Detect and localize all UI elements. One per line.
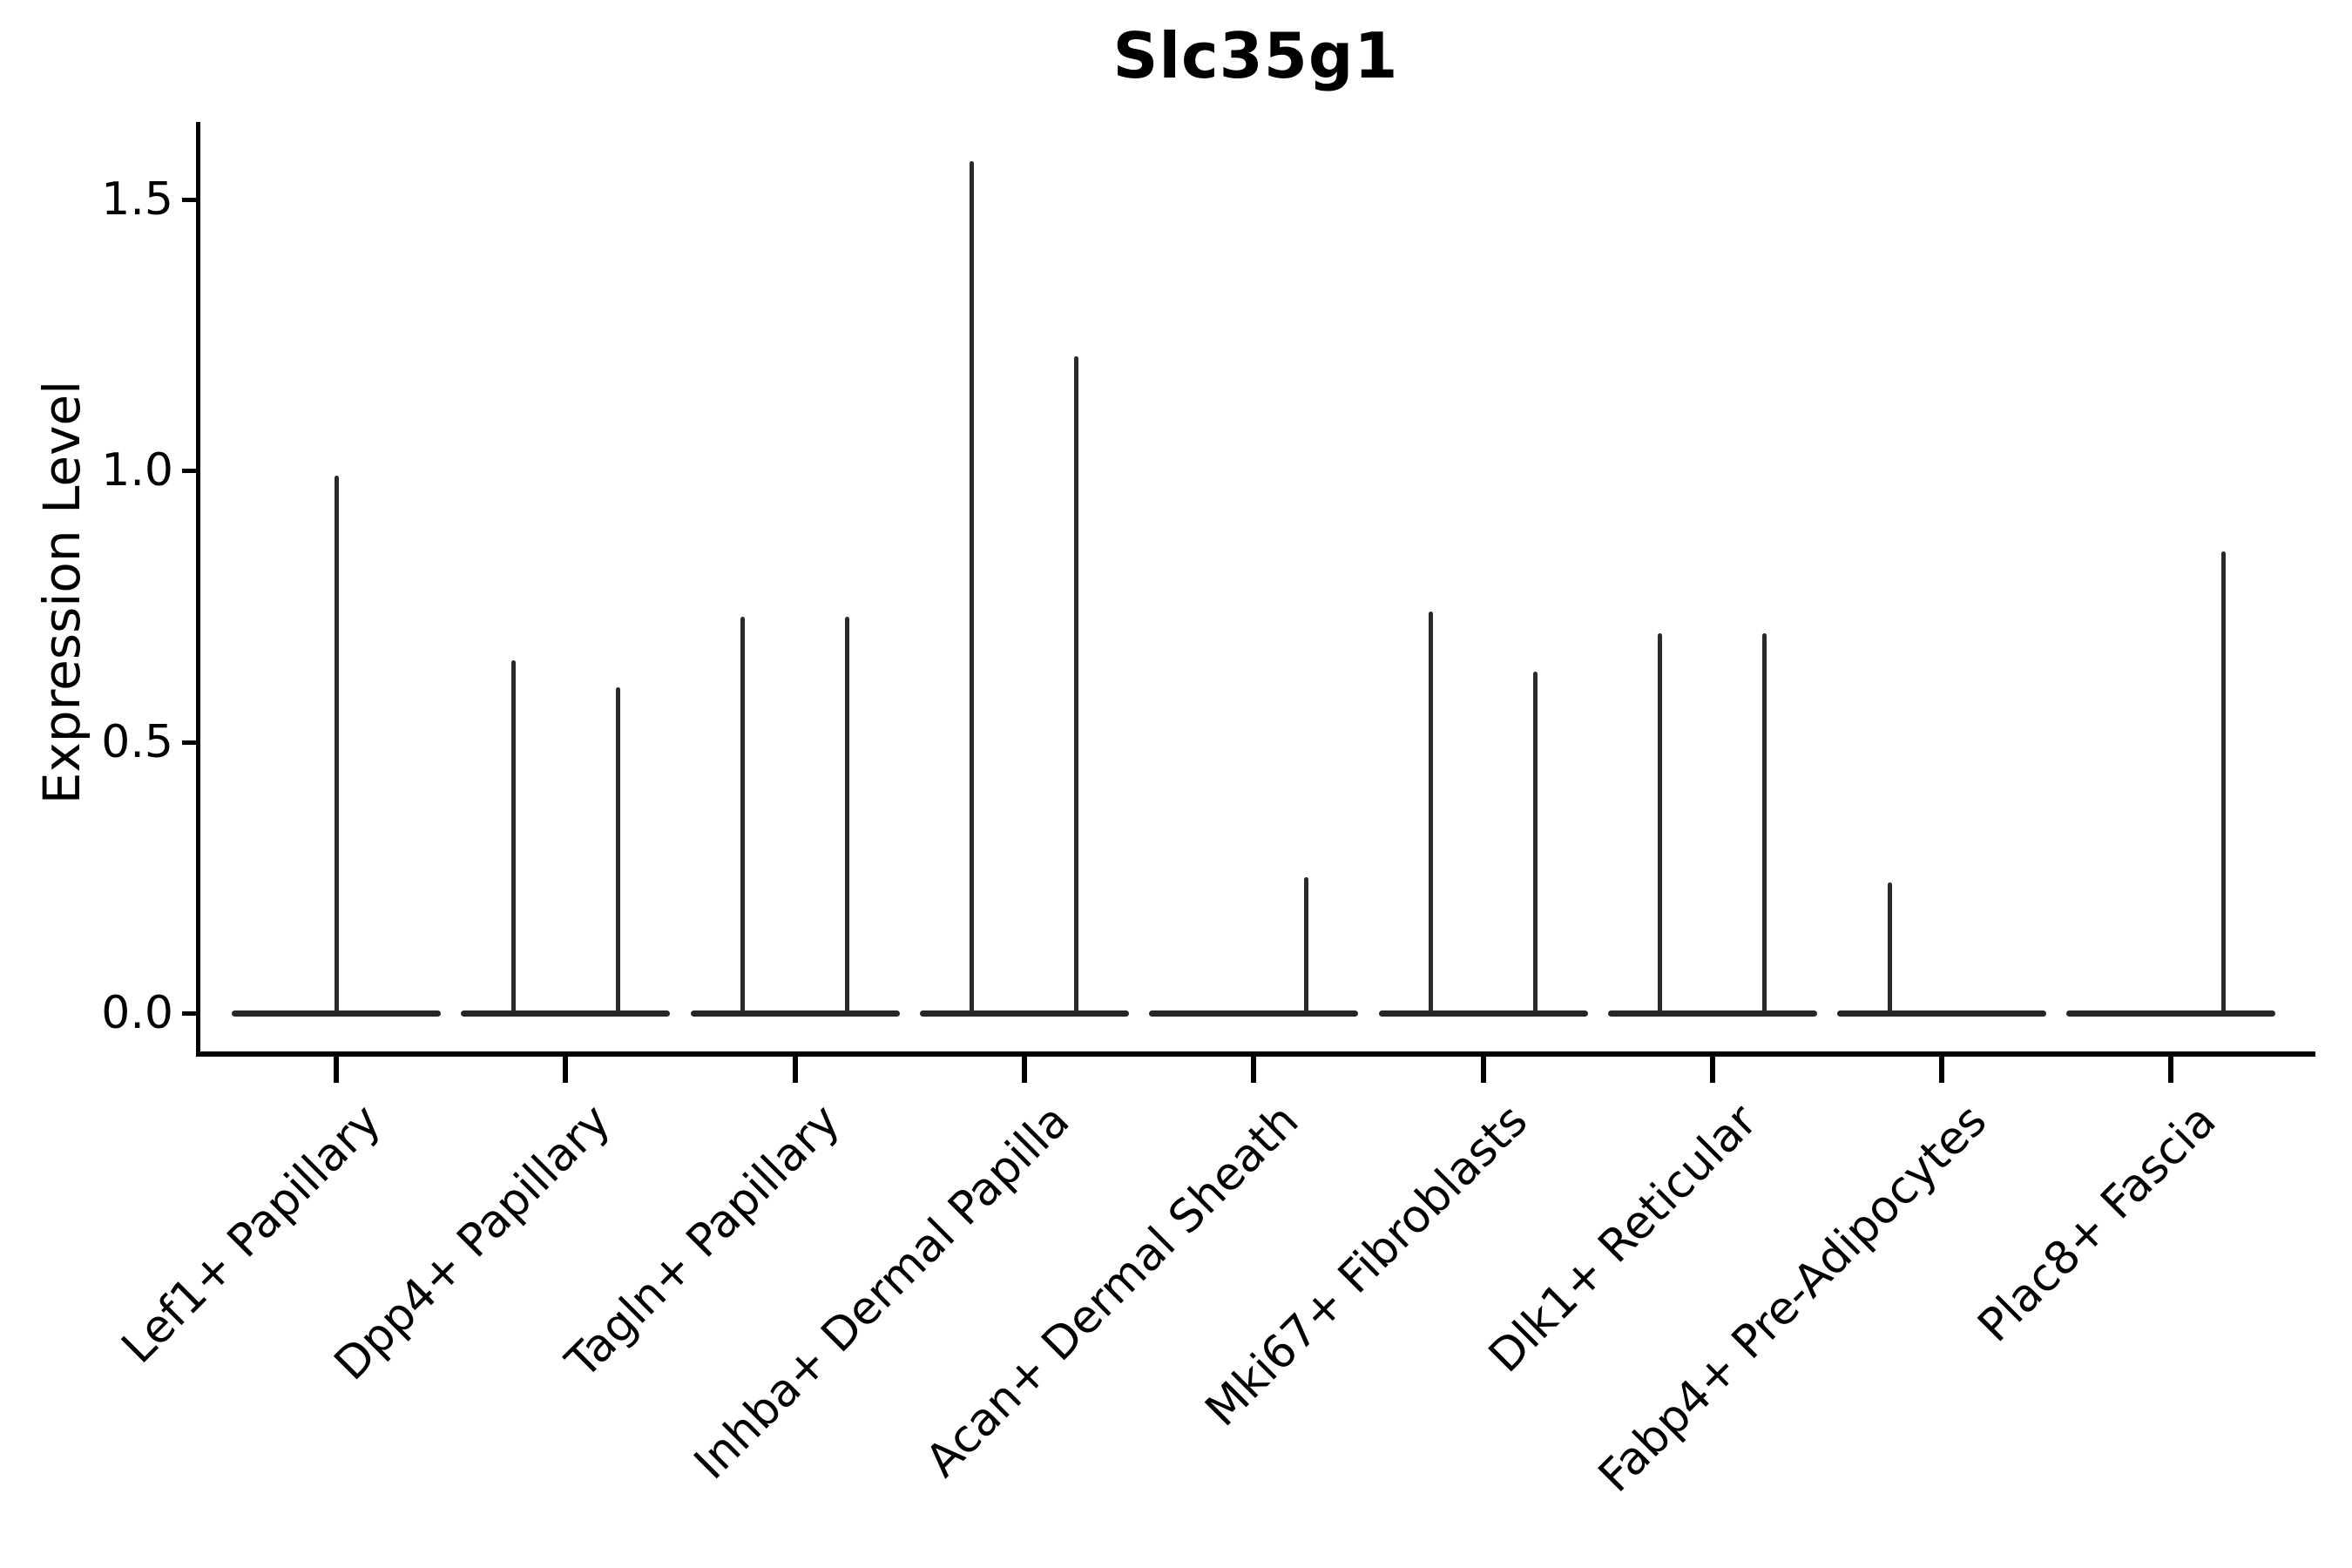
violin-base [1378, 1010, 1588, 1017]
violin-base [232, 1010, 441, 1017]
x-tick-mark [2168, 1057, 2174, 1083]
y-tick-label: 0.5 [101, 715, 173, 768]
violin-spike [845, 617, 850, 1013]
plot-area [196, 122, 2315, 1057]
y-tick-label: 1.5 [101, 172, 173, 226]
violin-spike [2220, 551, 2226, 1013]
violin-spike [970, 160, 975, 1013]
y-tick-label: 0.0 [101, 987, 173, 1039]
x-tick-label: Fabp4+ Pre-Adipocytes [1588, 1094, 1997, 1503]
violin-base [690, 1010, 900, 1017]
y-tick-mark [182, 197, 196, 202]
y-tick-label: 1.0 [101, 444, 173, 497]
violin-base [2066, 1010, 2276, 1017]
violin-base [1607, 1010, 1817, 1017]
x-tick-label: Plac8+ Fascia [1968, 1094, 2227, 1353]
y-tick-mark [182, 469, 196, 473]
y-axis-label: Expression Level [32, 380, 91, 805]
violin-spike [740, 617, 746, 1013]
x-tick-label: Acan+ Dermal Sheath [916, 1094, 1309, 1488]
violin-spike [615, 687, 620, 1013]
x-tick-mark [1251, 1057, 1257, 1083]
x-tick-mark [1021, 1057, 1027, 1083]
x-tick-mark [563, 1057, 569, 1083]
violin-spike [510, 660, 516, 1013]
violin-spike [1533, 671, 1538, 1013]
violin-spike [1429, 611, 1433, 1013]
x-axis-spine [196, 1051, 2315, 1057]
violin-base [1149, 1010, 1359, 1017]
x-tick-mark [1939, 1057, 1945, 1083]
violin-base [919, 1010, 1129, 1017]
x-tick-mark [792, 1057, 798, 1083]
x-tick-mark [1480, 1057, 1486, 1083]
violin-spike [1074, 356, 1079, 1013]
chart-title: Slc35g1 [1112, 19, 1399, 92]
x-tick-mark [1709, 1057, 1715, 1083]
violin-spike [1762, 632, 1767, 1013]
violin-spike [1887, 882, 1892, 1013]
x-tick-mark [334, 1057, 339, 1083]
violin-spike [334, 476, 339, 1013]
y-tick-mark [182, 740, 196, 745]
y-tick-mark [182, 1011, 196, 1016]
violin-spike [1303, 877, 1308, 1013]
violin-base [461, 1010, 671, 1017]
violin-spike [1658, 632, 1663, 1013]
y-axis-spine [196, 122, 200, 1057]
x-tick-label: Inhba+ Dermal Papilla [684, 1094, 1079, 1490]
violin-base [1837, 1010, 2047, 1017]
